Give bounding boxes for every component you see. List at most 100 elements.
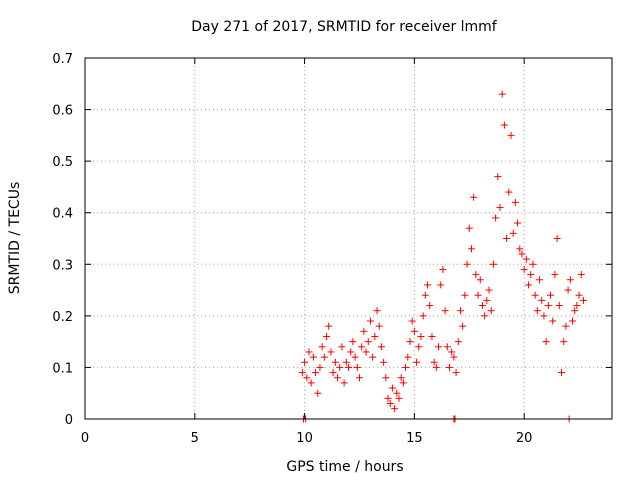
data-point [511, 198, 519, 206]
data-point [538, 296, 546, 304]
data-point [529, 260, 537, 268]
data-point [472, 271, 480, 279]
data-point [568, 317, 576, 325]
data-point [395, 394, 403, 402]
data-point [487, 307, 495, 315]
data-point [500, 121, 508, 129]
data-point [373, 307, 381, 315]
x-tick-label: 5 [191, 431, 199, 446]
data-point [456, 307, 464, 315]
data-point [358, 343, 366, 351]
data-point [303, 374, 311, 382]
data-point [402, 363, 410, 371]
data-point [531, 291, 539, 299]
data-point [514, 219, 522, 227]
y-tick-label: 0 [65, 413, 73, 428]
y-tick-label: 0.5 [52, 155, 73, 170]
data-point [481, 312, 489, 320]
data-point [579, 296, 587, 304]
data-point [448, 348, 456, 356]
data-point [516, 245, 524, 253]
data-point [503, 235, 511, 242]
data-point [371, 332, 379, 340]
data-point [518, 250, 526, 258]
axis-ticks: 0 0.1 0.2 0.3 0.4 0.5 0.6 0.7 0 5 10 15 20 [52, 52, 612, 446]
x-tick-label: 15 [406, 431, 423, 446]
data-point [507, 131, 515, 139]
data-point [522, 255, 530, 263]
y-tick-label: 0.3 [52, 258, 73, 273]
data-point [334, 374, 342, 382]
x-axis-label: GPS time / hours [286, 459, 403, 475]
data-point [342, 358, 350, 366]
data-point [397, 374, 405, 382]
data-point [496, 204, 504, 212]
data-point [428, 332, 436, 340]
data-point [345, 363, 352, 371]
data-point [413, 358, 421, 366]
data-point [463, 260, 471, 268]
data-point [320, 353, 328, 361]
data-point [307, 379, 315, 387]
data-point [406, 338, 414, 346]
data-point [450, 353, 458, 361]
data-point [323, 332, 331, 340]
data-point [575, 291, 583, 299]
data-point [533, 307, 541, 315]
data-point [419, 312, 427, 320]
data-point [557, 369, 565, 377]
data-point [408, 317, 416, 325]
x-tick-label: 0 [81, 431, 89, 446]
data-point [549, 317, 557, 325]
data-point [314, 389, 322, 397]
data-point [492, 214, 500, 222]
data-point [327, 348, 335, 356]
data-point [430, 358, 438, 366]
data-point [355, 374, 363, 382]
data-point [336, 363, 344, 371]
data-point [446, 363, 454, 371]
data-point [547, 291, 555, 299]
data-point [318, 343, 326, 351]
data-point [536, 276, 544, 284]
data-point [454, 338, 462, 346]
data-point [386, 400, 394, 408]
data-point [410, 327, 418, 335]
data-point [573, 302, 581, 310]
data-point [525, 281, 533, 289]
data-point [540, 312, 548, 320]
data-point [366, 317, 374, 325]
y-axis-label: SRMTID / TECUs [7, 182, 23, 295]
data-point [353, 363, 361, 371]
data-point [331, 358, 339, 366]
data-point [426, 302, 434, 310]
data-point [305, 348, 313, 356]
data-point [452, 369, 460, 377]
y-tick-label: 0.4 [52, 207, 73, 222]
data-point [360, 327, 368, 335]
data-point [562, 322, 570, 330]
data-point [437, 281, 445, 289]
x-tick-label: 10 [296, 431, 313, 446]
x-tick-label: 20 [516, 431, 533, 446]
data-point [384, 394, 392, 402]
data-point [399, 379, 407, 387]
data-point [560, 338, 568, 346]
data-point [338, 343, 346, 351]
y-tick-label: 0.2 [52, 310, 73, 325]
data-point [509, 229, 517, 237]
data-point [544, 302, 552, 310]
y-tick-label: 0.6 [52, 104, 73, 119]
data-point [375, 322, 383, 330]
data-point [377, 343, 385, 351]
data-point [417, 332, 425, 340]
data-point [309, 353, 317, 361]
data-point [459, 322, 467, 330]
data-point [577, 271, 585, 279]
data-point [404, 353, 412, 361]
data-point [461, 291, 469, 299]
data-point [564, 286, 572, 294]
data-point [485, 286, 493, 294]
data-point [489, 260, 497, 268]
